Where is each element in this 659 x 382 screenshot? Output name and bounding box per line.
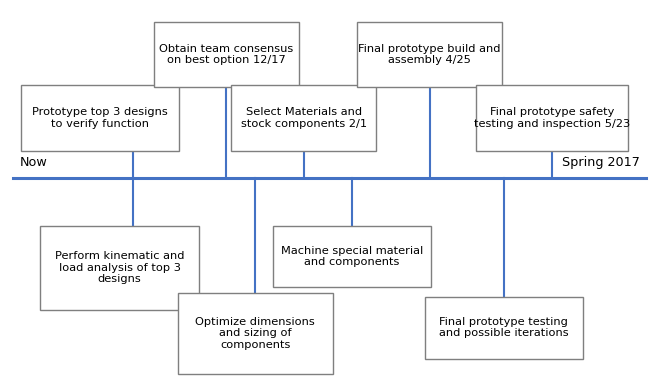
Text: Optimize dimensions
and sizing of
components: Optimize dimensions and sizing of compon…: [195, 317, 315, 350]
FancyBboxPatch shape: [231, 85, 376, 151]
FancyBboxPatch shape: [273, 226, 431, 287]
FancyBboxPatch shape: [178, 293, 333, 374]
Text: Prototype top 3 designs
to verify function: Prototype top 3 designs to verify functi…: [32, 107, 168, 129]
Text: Machine special material
and components: Machine special material and components: [281, 246, 423, 267]
Text: Perform kinematic and
load analysis of top 3
designs: Perform kinematic and load analysis of t…: [55, 251, 185, 284]
FancyBboxPatch shape: [21, 85, 179, 151]
Text: Final prototype testing
and possible iterations: Final prototype testing and possible ite…: [439, 317, 569, 338]
FancyBboxPatch shape: [476, 85, 628, 151]
Text: Final prototype build and
assembly 4/25: Final prototype build and assembly 4/25: [358, 44, 501, 65]
Text: Obtain team consensus
on best option 12/17: Obtain team consensus on best option 12/…: [159, 44, 293, 65]
FancyBboxPatch shape: [357, 22, 502, 87]
Text: Spring 2017: Spring 2017: [561, 155, 639, 168]
FancyBboxPatch shape: [40, 226, 199, 310]
Text: Now: Now: [20, 155, 47, 168]
Text: Final prototype safety
testing and inspection 5/23: Final prototype safety testing and inspe…: [474, 107, 631, 129]
FancyBboxPatch shape: [154, 22, 299, 87]
FancyBboxPatch shape: [425, 297, 583, 359]
Text: Select Materials and
stock components 2/1: Select Materials and stock components 2/…: [241, 107, 366, 129]
